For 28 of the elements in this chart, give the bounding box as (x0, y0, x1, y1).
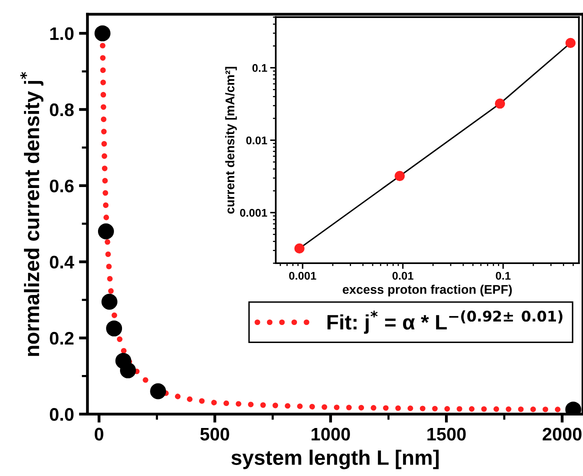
point (101, 294, 118, 310)
y-tick-label: 0.2 (50, 332, 74, 345)
y-tick-label: 0.4 (50, 256, 74, 269)
x-tick-label: 1000 (312, 428, 350, 441)
y-tick-label: 0.8 (50, 103, 74, 116)
y-tick-label: 1.0 (50, 27, 74, 40)
x-tick-label: 0 (94, 428, 104, 441)
x-tick-label: 0.01 (392, 272, 414, 280)
point (94, 25, 110, 42)
x-tick-label: 1500 (427, 428, 466, 441)
y-tick-label: 0.6 (50, 180, 74, 192)
y-axis-title: current density [mA/cm²] (225, 66, 237, 214)
x-tick-label: 2000 (542, 428, 582, 441)
x-tick-label: 500 (200, 428, 230, 441)
x-axis-title: excess proton fraction (EPF) (342, 284, 512, 296)
y-tick-label: 0.1 (252, 64, 268, 72)
x-tick-label: 0.001 (289, 272, 316, 280)
y-tick-label: 0.0 (50, 408, 74, 421)
point (120, 362, 136, 378)
legend-label: Fit: j$^{*}$ = α * L$^{−(0.92± 0.01)}$ (328, 310, 562, 334)
y-tick-label: 0.001 (240, 208, 268, 217)
x-tick-label: 0.1 (496, 272, 511, 280)
y-axis-title: normalized current density j$^{*}$ (20, 72, 44, 356)
point (98, 223, 114, 240)
x-axis-title: system length L [nm] (231, 450, 439, 470)
point (106, 320, 122, 336)
point (150, 383, 166, 400)
y-tick-label: 0.01 (246, 136, 268, 144)
